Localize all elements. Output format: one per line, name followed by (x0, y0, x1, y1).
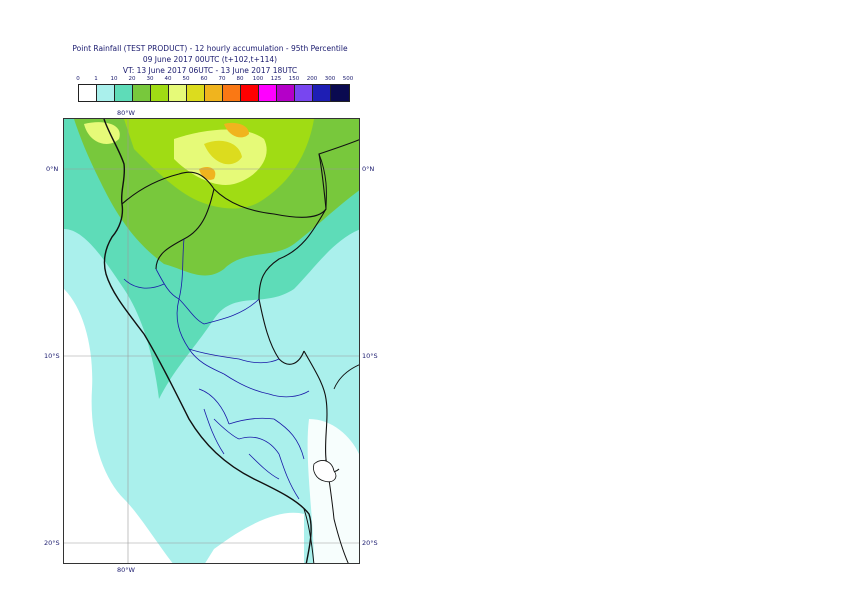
legend-swatch (259, 85, 277, 101)
lat-label-left-10s: 10°S (44, 352, 60, 360)
legend-tick-label: 200 (306, 76, 318, 82)
legend-swatch (151, 85, 169, 101)
legend-tick-label: 10 (110, 76, 118, 82)
border-brazil-bolivia (333, 364, 359, 390)
dry-area-east (307, 419, 359, 563)
legend-tick-label: 50 (182, 76, 190, 82)
coastline (103, 119, 312, 563)
color-legend (78, 84, 350, 102)
lat-label-right-0: 0°N (362, 165, 375, 173)
legend-swatch (133, 85, 151, 101)
border-brazil-colombia (318, 153, 327, 210)
legend-tick-label: 40 (164, 76, 172, 82)
legend-swatch (277, 85, 295, 101)
legend-tick-label: 70 (218, 76, 226, 82)
legend-swatch (313, 85, 331, 101)
lat-label-right-20s: 20°S (362, 539, 378, 547)
legend-tick-label: 500 (342, 76, 354, 82)
legend-swatch (187, 85, 205, 101)
legend-swatch (241, 85, 259, 101)
legend-tick-label: 30 (146, 76, 154, 82)
legend-ticks: 0 1 10 20 30 40 50 60 70 80 100 125 150 200 300 500 (76, 76, 353, 85)
map-valid-time: VT: 13 June 2017 06UTC - 13 June 2017 18… (122, 66, 298, 75)
legend-tick-label: 100 (252, 76, 264, 82)
legend-swatch (79, 85, 97, 101)
rain-patch-north-1 (84, 122, 120, 144)
legend-swatch (295, 85, 313, 101)
lat-label-left-0: 0°N (46, 165, 59, 173)
legend-swatch (97, 85, 115, 101)
lon-label-bottom: 80°W (117, 566, 135, 574)
lake-titicaca (313, 460, 337, 483)
legend-swatch (115, 85, 133, 101)
legend-tick-label: 80 (236, 76, 244, 82)
legend-tick-label: 1 (94, 76, 98, 82)
dry-area-ocean (64, 289, 173, 563)
dry-area-south (205, 512, 304, 563)
legend-tick-label: 150 (288, 76, 300, 82)
map-run-time: 09 June 2017 00UTC (t+102,t+114) (142, 55, 278, 64)
rain-patch-50-60 (204, 140, 242, 165)
region-boundaries (123, 238, 310, 500)
legend-swatch (223, 85, 241, 101)
lon-label-top: 80°W (117, 109, 135, 117)
map-title: Point Rainfall (TEST PRODUCT) - 12 hourl… (72, 44, 348, 53)
map-canvas (64, 119, 359, 563)
legend-tick-label: 20 (128, 76, 136, 82)
legend-swatch (169, 85, 187, 101)
legend-tick-label: 0 (76, 76, 80, 82)
legend-swatch (205, 85, 223, 101)
border-peru-chile (303, 508, 315, 563)
legend-swatch (331, 85, 349, 101)
rainfall-map (63, 118, 360, 564)
lat-label-left-20s: 20°S (44, 539, 60, 547)
legend-tick-label: 60 (200, 76, 208, 82)
legend-tick-label: 300 (324, 76, 336, 82)
lat-label-right-10s: 10°S (362, 352, 378, 360)
rain-patch-60-70 (224, 122, 249, 138)
legend-tick-label: 125 (270, 76, 282, 82)
